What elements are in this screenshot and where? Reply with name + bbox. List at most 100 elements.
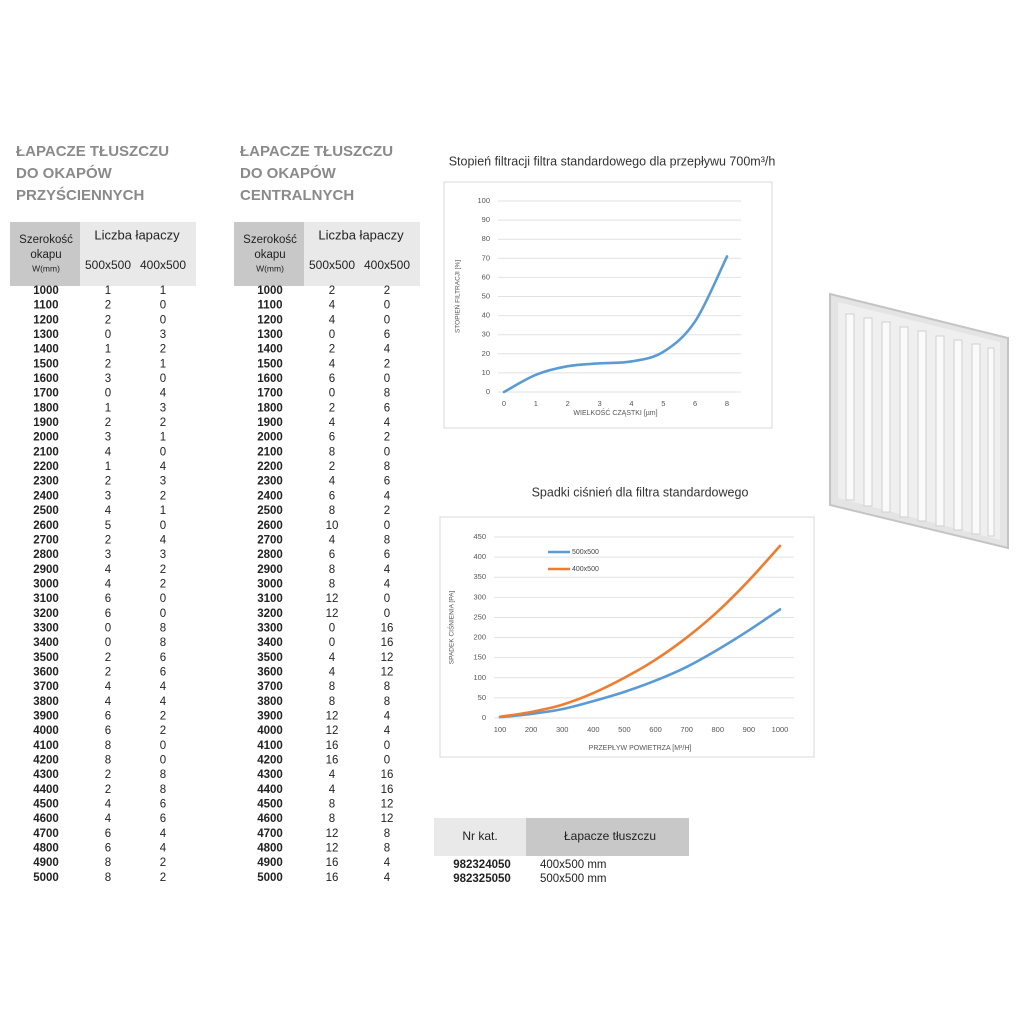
x-tick-label: 5	[661, 399, 665, 408]
table-cell: 2	[105, 769, 111, 781]
table-cell: 8	[329, 446, 335, 458]
table-cell: 6	[105, 608, 111, 620]
table-cell: 3800	[33, 696, 59, 708]
table-cell: 4600	[257, 813, 283, 825]
table-cell: 4	[329, 666, 336, 678]
table-cell: 0	[160, 754, 166, 766]
y-tick-label: 400	[473, 552, 486, 561]
table-title: DO OKAPÓW	[240, 164, 337, 182]
table-cell: 2	[160, 490, 166, 502]
table-cell: 3500	[257, 652, 283, 664]
table-cell: 2	[160, 872, 166, 884]
table-cell: 4	[384, 417, 391, 429]
table-cell: 6	[105, 710, 111, 722]
table-title: CENTRALNYCH	[240, 187, 354, 204]
table-cell: 2	[105, 300, 111, 312]
table-cell: 4700	[257, 828, 283, 840]
table-cell: 12	[381, 798, 394, 810]
table-cell: 0	[105, 388, 111, 400]
table-cell: 12	[326, 593, 339, 605]
y-axis-label: SPADEK CIŚNIENIA [PA]	[447, 591, 456, 665]
table-cell: 0	[160, 300, 166, 312]
table-cell: 4	[384, 872, 391, 884]
table-cell: 6	[384, 402, 390, 414]
header-cell	[304, 222, 420, 286]
x-tick-label: 300	[556, 725, 569, 734]
table-cell: 2	[105, 314, 111, 326]
table-cell: 500x500 mm	[540, 873, 606, 885]
table-cell: 2	[105, 652, 111, 664]
table-cell: 6	[329, 432, 335, 444]
table-cell: 4	[329, 534, 336, 546]
table-cell: 16	[381, 769, 394, 781]
table-cell: 3	[160, 402, 166, 414]
header-cell	[434, 818, 526, 856]
table-cell: 2	[160, 564, 166, 576]
table-cell: 4200	[33, 754, 59, 766]
table-cell: 1300	[257, 329, 283, 341]
table-cell: 982325050	[453, 873, 511, 885]
y-tick-label: 100	[473, 673, 486, 682]
table-cell: 4100	[257, 740, 283, 752]
table-cell: 4	[160, 828, 167, 840]
table-cell: 2400	[257, 490, 283, 502]
table-cell: 3400	[33, 637, 59, 649]
table-cell: 6	[105, 828, 111, 840]
table-cell: 8	[384, 681, 390, 693]
table-cell: 0	[384, 740, 390, 752]
table-cell: 12	[326, 608, 339, 620]
table-cell: 2700	[257, 534, 283, 546]
legend-label: 400x500	[572, 566, 599, 573]
table-cell: 16	[381, 637, 394, 649]
table-cell: 2300	[257, 476, 283, 488]
table-cell: 0	[384, 314, 390, 326]
table-cell: 4800	[33, 842, 59, 854]
table-cell: 6	[160, 652, 166, 664]
table-cell: 3300	[33, 622, 59, 634]
table-cell: 1800	[257, 402, 283, 414]
y-tick-label: 250	[473, 612, 486, 621]
table-cell: 0	[160, 446, 166, 458]
header-label: Łapacze tłuszczu	[564, 829, 656, 843]
table-cell: 0	[105, 637, 111, 649]
table-cell: 4100	[33, 740, 59, 752]
header-label: Nr kat.	[462, 829, 497, 843]
x-axis-label: PRZEPŁYW POWIETRZA [M³/H]	[589, 745, 692, 752]
legend-label: 500x500	[572, 549, 599, 556]
table-cell: 3	[160, 329, 166, 341]
table-cell: 2100	[257, 446, 283, 458]
table-cell: 2300	[33, 476, 59, 488]
x-tick-label: 1000	[772, 725, 789, 734]
table-cell: 3200	[33, 608, 59, 620]
table-cell: 4	[329, 417, 336, 429]
header-cell	[234, 222, 304, 286]
header-label: W(mm)	[256, 263, 284, 273]
table-cell: 2000	[33, 432, 59, 444]
table-cell: 1000	[33, 285, 59, 297]
x-tick-label: 2	[566, 399, 570, 408]
table-cell: 3900	[33, 710, 59, 722]
table-cell: 4500	[257, 798, 283, 810]
table-cell: 0	[329, 329, 335, 341]
table-cell: 4	[105, 578, 112, 590]
table-cell: 3	[160, 549, 166, 561]
table-cell: 3900	[257, 710, 283, 722]
table-cell: 2	[384, 358, 390, 370]
y-tick-label: 10	[482, 368, 490, 377]
table-cell: 8	[329, 564, 335, 576]
table-cell: 1900	[33, 417, 59, 429]
table-cell: 4	[384, 490, 391, 502]
table-cell: 4300	[257, 769, 283, 781]
table-cell: 4800	[257, 842, 283, 854]
y-tick-label: 300	[473, 592, 486, 601]
table-cell: 1	[105, 344, 111, 356]
table-cell: 2	[105, 476, 111, 488]
header-label: 400x500	[140, 258, 186, 272]
table-cell: 1100	[258, 300, 283, 312]
table-cell: 2800	[257, 549, 283, 561]
table-cell: 2	[105, 666, 111, 678]
table-cell: 2	[329, 344, 335, 356]
x-tick-label: 700	[680, 725, 693, 734]
table-cell: 4	[329, 784, 336, 796]
header-label: W(mm)	[32, 263, 60, 273]
